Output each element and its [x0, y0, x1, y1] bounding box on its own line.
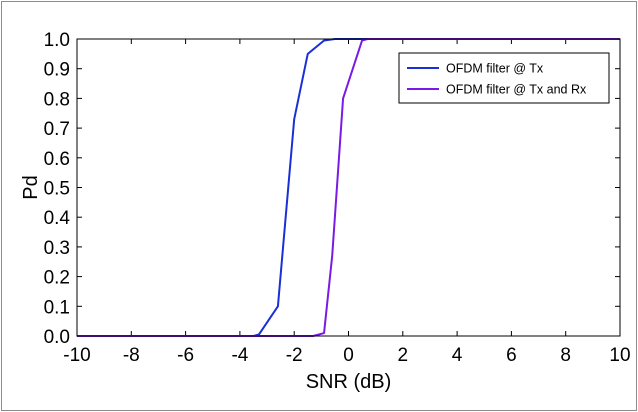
- x-tick-label: -6: [177, 345, 194, 366]
- x-tick-label: -8: [123, 345, 140, 366]
- y-tick-label: 0.5: [44, 179, 70, 200]
- y-tick-label: 0.9: [44, 60, 70, 81]
- x-tick-label: -2: [286, 345, 303, 366]
- x-tick-label: -10: [63, 345, 90, 366]
- y-tick-label: 0.7: [44, 119, 70, 140]
- x-axis-label: SNR (dB): [306, 371, 392, 393]
- x-tick-label: -4: [231, 345, 248, 366]
- legend: OFDM filter @ Tx OFDM filter @ Tx and Rx: [398, 52, 610, 104]
- y-tick-label: 0.4: [44, 208, 71, 229]
- y-tick-label: 0.1: [44, 297, 70, 318]
- y-tick-label: 0.3: [44, 238, 70, 259]
- tick-layer: -10 -8 -6 -4 -2 0 2 4 6 8 10 0.0 0.1 0.2 0.3 0.4 0.5 0.6 0…: [44, 30, 631, 366]
- x-tick-label: 4: [452, 345, 463, 366]
- y-tick-label: 1.0: [44, 30, 70, 51]
- x-tick-label: 2: [398, 345, 409, 366]
- y-tick-label: 0.2: [44, 268, 70, 289]
- y-axis-label: Pd: [20, 175, 42, 199]
- y-tick-label: 0.0: [44, 327, 70, 348]
- plot-area: [76, 38, 621, 337]
- x-tick-label: 8: [560, 345, 571, 366]
- x-tick-label: 6: [506, 345, 517, 366]
- x-tick-label: 0: [343, 345, 354, 366]
- x-tick-label: 10: [609, 345, 630, 366]
- y-tick-label: 0.6: [44, 149, 70, 170]
- legend-box: [398, 52, 610, 104]
- legend-label-1: OFDM filter @ Tx: [446, 62, 544, 76]
- legend-label-2: OFDM filter @ Tx and Rx: [446, 83, 587, 97]
- y-tick-label: 0.8: [44, 89, 70, 110]
